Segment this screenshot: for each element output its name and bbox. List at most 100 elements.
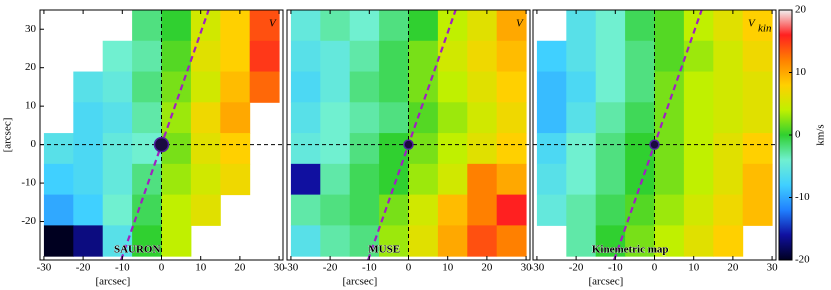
x-tick-label: 20 [727,262,739,274]
x-tick-label: 20 [234,262,246,274]
cell [654,133,685,165]
colorbar-tick-label: -10 [795,191,810,203]
panel-label: V [516,18,524,30]
cell [536,133,567,165]
cell [379,133,409,165]
cell [349,163,380,196]
cell [379,71,409,103]
x-tick-label: -10 [608,262,623,274]
cell [73,225,104,257]
cell [408,225,439,257]
colorbar-tick-label: 0 [795,129,801,141]
cell [379,194,409,226]
cell [320,71,351,103]
cell [683,133,714,165]
cell [102,40,133,73]
cell [713,102,744,134]
x-tick-label: -30 [37,262,52,274]
cell [496,40,527,73]
x-tick-label: -20 [76,262,91,274]
cell [437,163,468,196]
cell [290,194,321,226]
cell [249,10,280,42]
cell [467,102,498,134]
cell [190,71,221,103]
cell [713,40,744,73]
cell [536,163,567,196]
cell [408,133,439,165]
cell [683,194,714,226]
x-tick-label: 20 [481,262,493,274]
cell [73,133,104,165]
position-angle [367,10,457,260]
cell [290,40,321,73]
cell [437,10,468,42]
cell [713,225,744,257]
colorbar-label: km/s [815,124,827,145]
cell [43,133,74,165]
cell [290,102,321,134]
cell [713,71,744,103]
cell [437,225,468,257]
y-tick-label: 30 [25,23,37,35]
cell [161,194,192,226]
cell [290,71,321,103]
cell [161,40,192,73]
cell [73,102,104,134]
cell [654,163,685,196]
x-tick-label: 10 [195,262,207,274]
cell [654,102,685,134]
cell [190,133,221,165]
cell [73,163,104,196]
cell [320,163,351,196]
cell [190,10,221,42]
cell [132,225,162,257]
cell [73,71,104,103]
cell [320,194,351,226]
cell [132,10,162,42]
cell [408,71,439,103]
cell [437,40,468,73]
cell [290,133,321,165]
cell [408,40,439,73]
cell [713,163,744,196]
cell [683,71,714,103]
center [649,139,660,150]
cell [349,133,380,165]
cell [536,71,567,103]
cell [566,194,597,226]
colorbar-tick-label: 10 [795,66,807,78]
cell [349,71,380,103]
x-tick-label: 0 [406,262,412,274]
cell [566,225,597,257]
cell [190,163,221,196]
cell [654,194,685,226]
cell [467,133,498,165]
cell [496,102,527,134]
x-tick-label: 10 [688,262,700,274]
cell [713,10,744,42]
cell [595,133,626,165]
cell [437,133,468,165]
x-tick-label: -20 [569,262,584,274]
x-tick-label: 30 [767,262,779,274]
cell [566,10,597,42]
cell [437,102,468,134]
cell [161,225,192,257]
cell [220,71,251,103]
center [153,136,170,153]
cell [437,194,468,226]
cell [102,102,133,134]
x-label: [arcsec] [95,276,130,288]
cell [161,163,192,196]
cell [713,133,744,165]
cell [102,194,133,226]
cell [683,40,714,73]
cell [320,102,351,134]
cell [132,40,162,73]
cell [742,40,773,73]
cell [625,102,655,134]
panel-name: Kinemetric map [592,244,669,256]
cell [654,71,685,103]
